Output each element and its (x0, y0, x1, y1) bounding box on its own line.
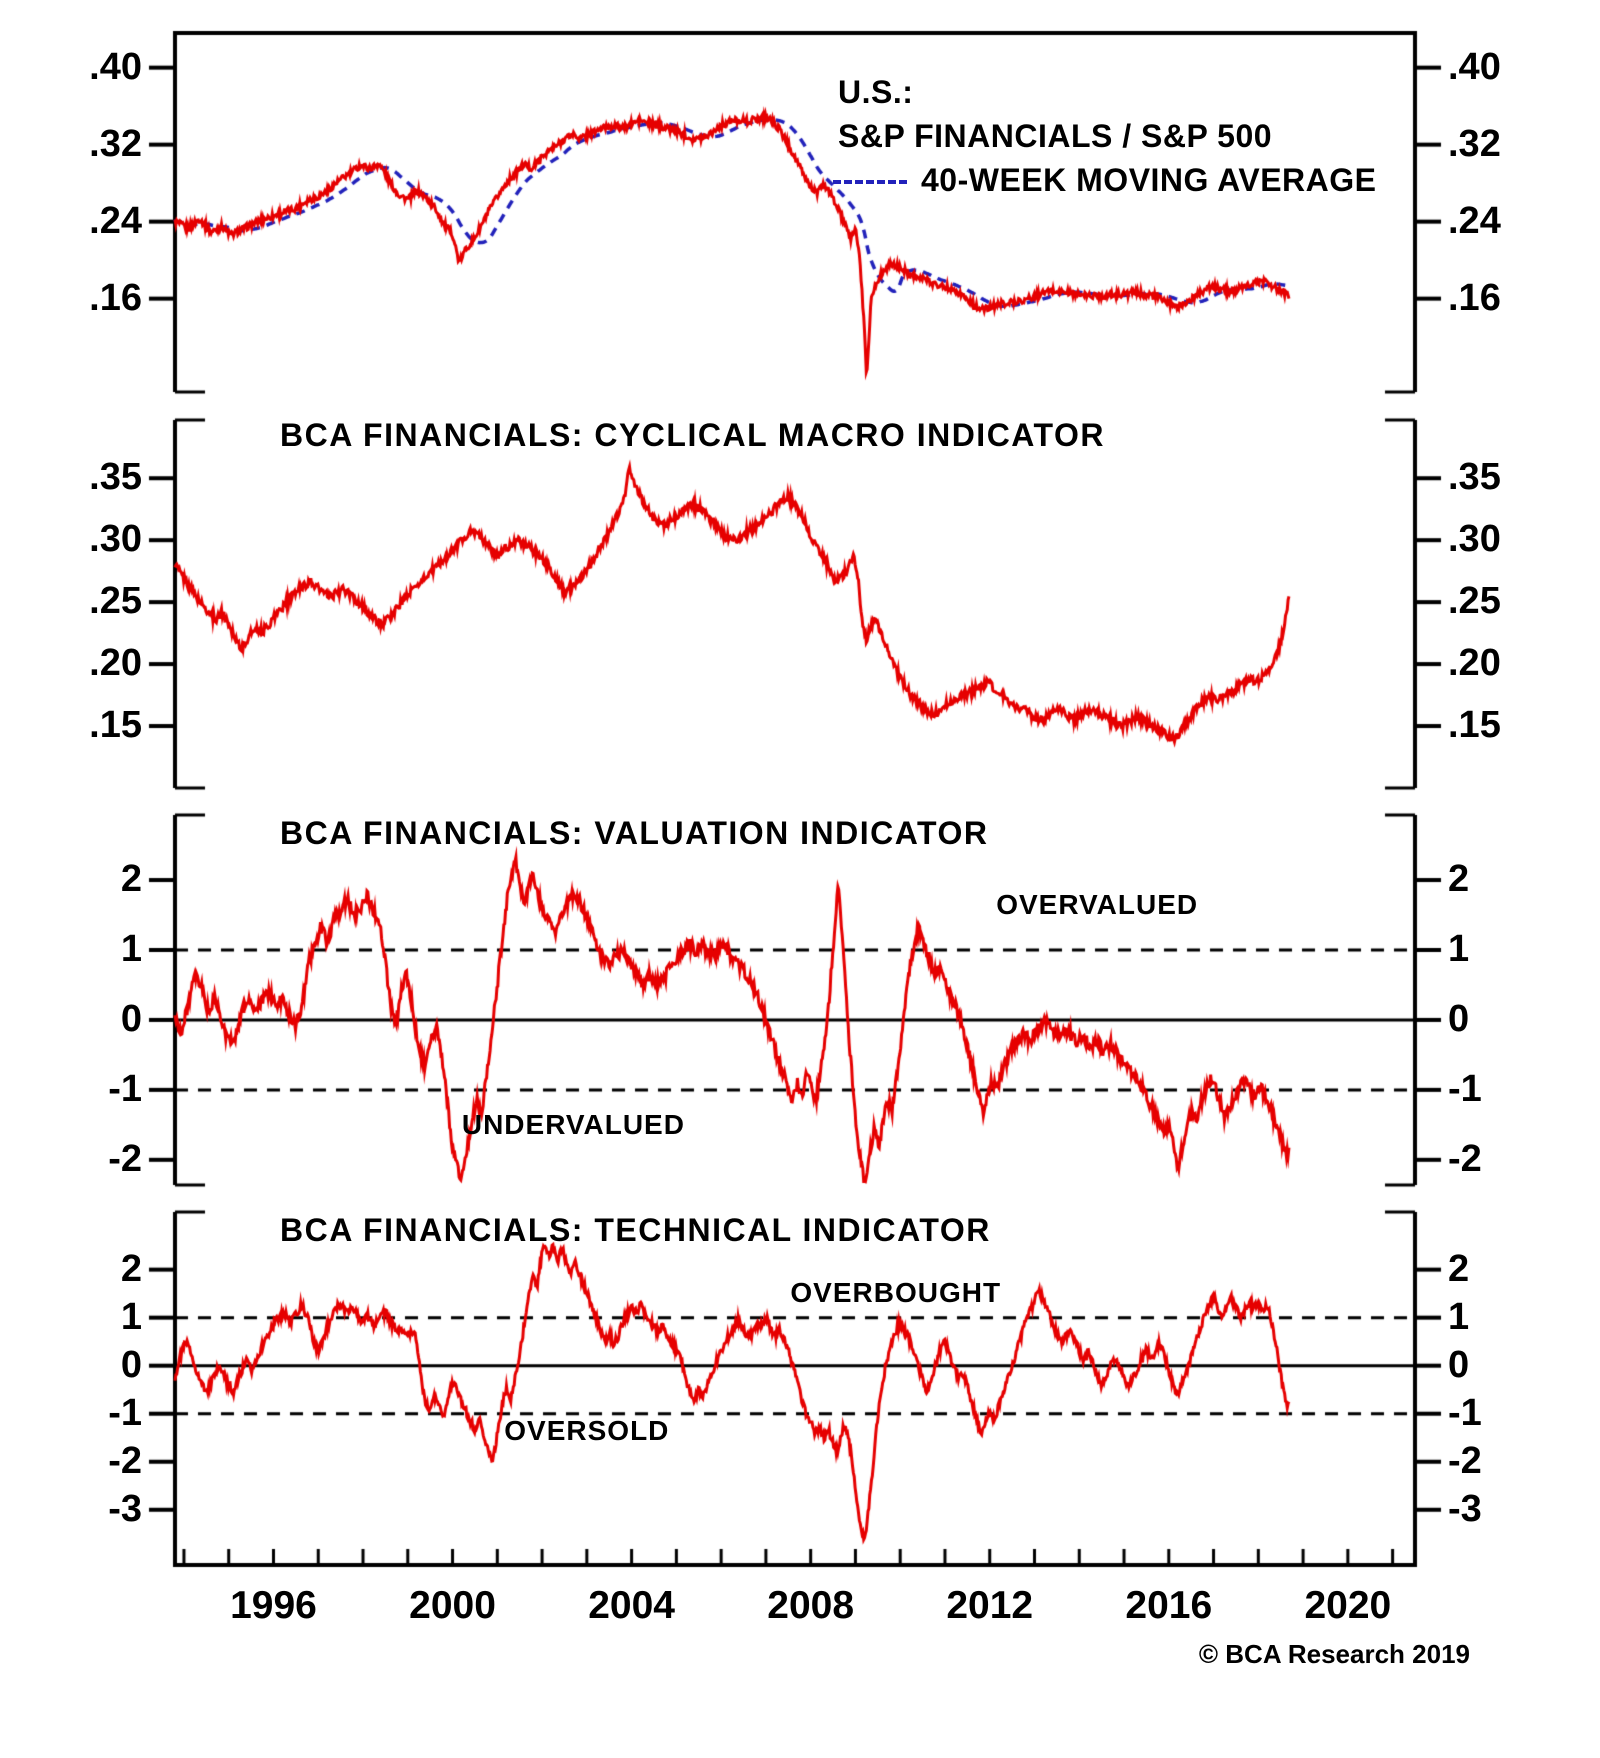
y-tick-label-left: .20 (89, 642, 142, 685)
y-tick-label-left: 0 (120, 1343, 142, 1386)
y-tick-label-left: -2 (108, 1439, 142, 1482)
y-tick-label-left: .30 (89, 518, 142, 561)
legend-series-ma: 40-WEEK MOVING AVERAGE (921, 162, 1377, 198)
y-tick-label-left: .40 (89, 45, 142, 88)
panel-title-technical: BCA FINANCIALS: TECHNICAL INDICATOR (280, 1212, 991, 1248)
y-tick-label-right: .24 (1448, 199, 1501, 242)
y-tick-label-right: 1 (1448, 1295, 1470, 1338)
y-tick-label-right: .16 (1448, 276, 1501, 319)
y-tick-label-right: 2 (1448, 1247, 1470, 1290)
y-tick-label-right: 0 (1448, 1343, 1470, 1386)
y-tick-label-left: -2 (108, 1138, 142, 1181)
y-tick-label-right: .30 (1448, 518, 1501, 561)
y-tick-label-right: .32 (1448, 122, 1501, 165)
y-tick-label-right: -3 (1448, 1488, 1482, 1531)
copyright: © BCA Research 2019 (1198, 1639, 1470, 1669)
x-tick-label: 2012 (946, 1584, 1034, 1627)
legend-series-ma-row: 40-WEEK MOVING AVERAGE (833, 164, 1377, 196)
panel-title-valuation: BCA FINANCIALS: VALUATION INDICATOR (280, 815, 989, 851)
annotation-overvalued: OVERVALUED (996, 889, 1199, 921)
y-tick-label-left: -1 (108, 1068, 142, 1111)
x-tick-label: 2000 (409, 1584, 496, 1627)
y-tick-label-right: .25 (1448, 580, 1501, 623)
y-tick-label-left: .24 (89, 199, 142, 242)
panel-title-cyclical: BCA FINANCIALS: CYCLICAL MACRO INDICATOR (280, 417, 1105, 453)
y-tick-label-left: 0 (120, 998, 142, 1041)
y-tick-label-left: 1 (120, 1295, 142, 1338)
y-tick-label-right: 2 (1448, 858, 1470, 901)
y-tick-label-right: -1 (1448, 1391, 1482, 1434)
y-tick-label-right: .15 (1448, 704, 1501, 747)
y-tick-label-right: -2 (1448, 1439, 1482, 1482)
annotation-oversold: OVERSOLD (504, 1415, 670, 1447)
x-tick-label: 2008 (767, 1584, 855, 1627)
y-tick-label-right: -2 (1448, 1138, 1482, 1181)
x-tick-label: 2016 (1125, 1584, 1213, 1627)
y-tick-label-right: .20 (1448, 642, 1501, 685)
x-tick-label: 2020 (1304, 1584, 1392, 1627)
y-tick-label-left: 2 (120, 1247, 142, 1290)
y-tick-label-left: .32 (89, 122, 142, 165)
y-tick-label-right: 0 (1448, 998, 1470, 1041)
legend-series-ratio: S&P FINANCIALS / S&P 500 (838, 118, 1273, 154)
x-tick-label: 2004 (588, 1584, 675, 1627)
legend-ma-dash-sample-icon (833, 180, 907, 184)
y-tick-label-left: -3 (108, 1488, 142, 1531)
y-tick-label-left: 2 (120, 858, 142, 901)
y-tick-label-left: .35 (89, 456, 142, 499)
y-tick-label-right: .35 (1448, 456, 1501, 499)
x-tick-label: 1996 (230, 1584, 317, 1627)
y-tick-label-left: -1 (108, 1391, 142, 1434)
y-tick-label-right: .40 (1448, 45, 1501, 88)
y-tick-label-left: .16 (89, 276, 142, 319)
legend-title: U.S.: (838, 74, 914, 110)
y-tick-label-right: 1 (1448, 928, 1470, 971)
y-tick-label-right: -1 (1448, 1068, 1482, 1111)
annotation-overbought: OVERBOUGHT (790, 1276, 1002, 1308)
y-tick-label-left: .25 (89, 580, 142, 623)
y-tick-label-left: .15 (89, 704, 142, 747)
y-tick-label-left: 1 (120, 928, 142, 971)
annotation-undervalued: UNDERVALUED (461, 1108, 685, 1140)
